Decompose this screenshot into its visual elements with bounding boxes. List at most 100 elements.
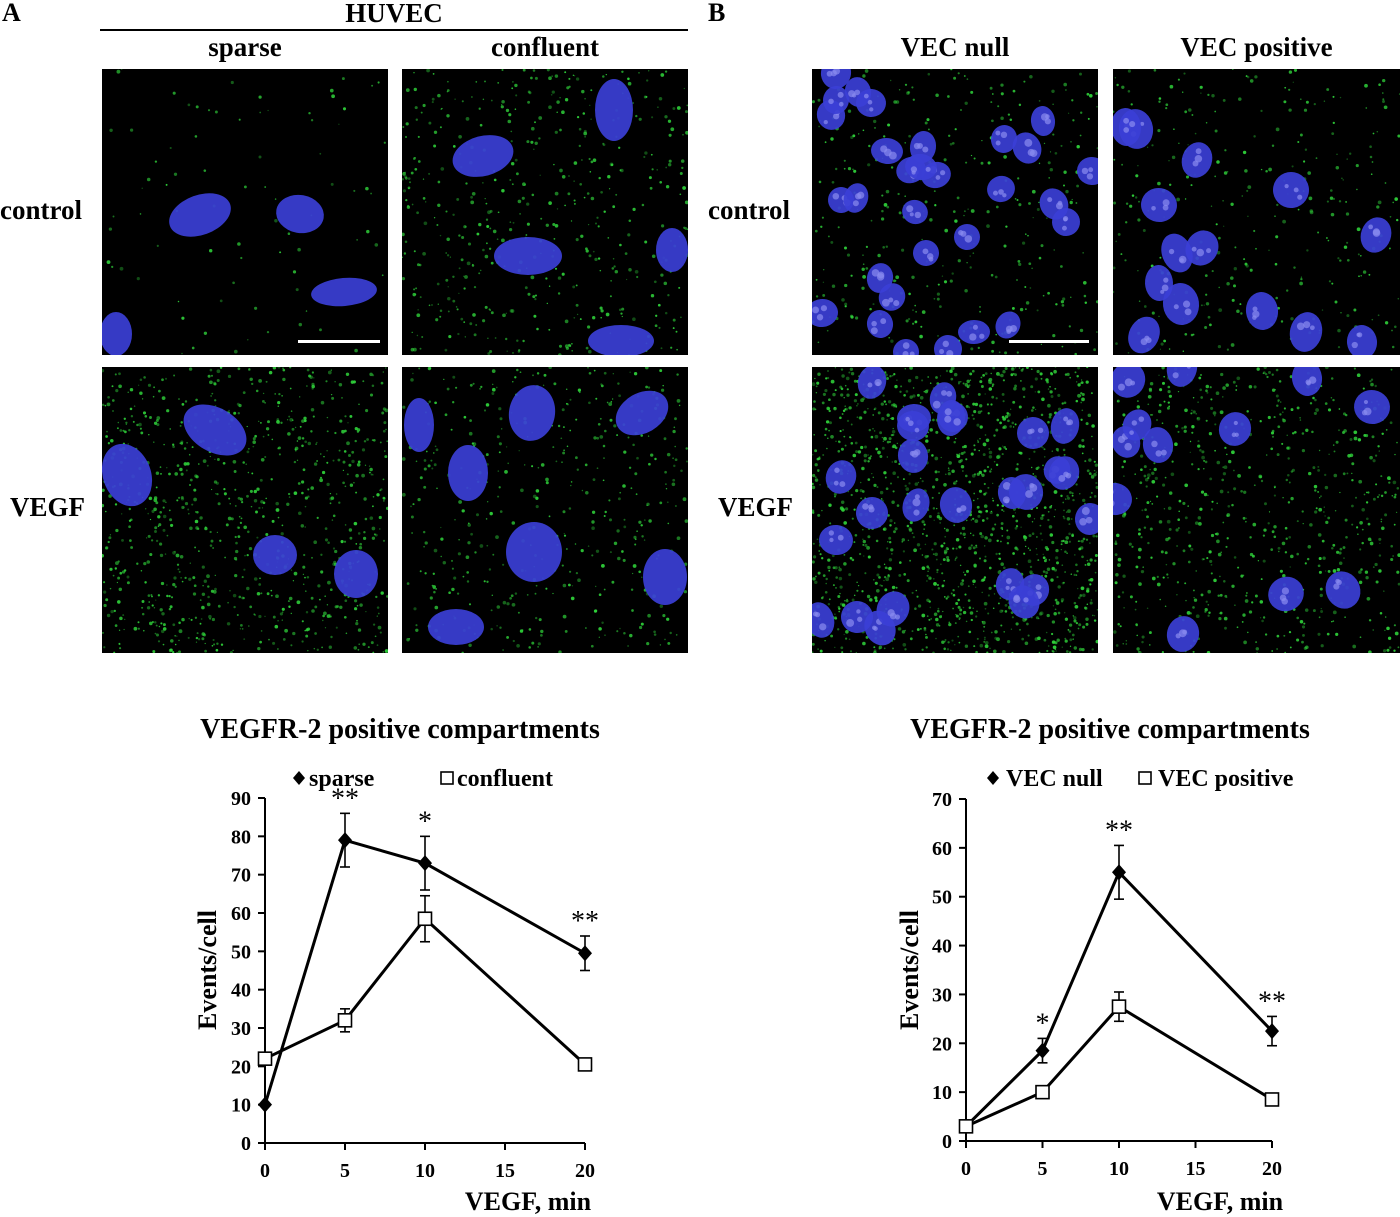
green-puncta: [590, 118, 592, 120]
micrograph-vecpositive-control: [1113, 69, 1400, 355]
green-puncta: [887, 400, 892, 404]
green-puncta: [848, 573, 852, 577]
green-puncta: [254, 306, 258, 310]
row-control-a: control: [0, 195, 82, 225]
green-puncta: [253, 577, 258, 581]
green-puncta: [671, 482, 676, 487]
green-puncta: [542, 384, 545, 387]
green-puncta: [1031, 189, 1036, 194]
green-puncta: [676, 373, 679, 376]
green-puncta: [198, 550, 200, 552]
nucleolus: [887, 609, 895, 617]
green-puncta: [1374, 384, 1377, 388]
green-puncta: [1244, 169, 1248, 173]
nucleolus: [979, 333, 985, 339]
green-puncta: [957, 585, 960, 588]
green-puncta: [891, 429, 896, 434]
green-puncta: [1015, 525, 1019, 528]
green-puncta: [1065, 189, 1069, 194]
green-puncta: [1068, 540, 1071, 543]
green-puncta: [261, 399, 265, 403]
green-puncta: [846, 393, 850, 397]
green-puncta: [1366, 596, 1371, 601]
green-puncta: [948, 134, 951, 137]
green-puncta: [1327, 408, 1332, 412]
green-puncta: [841, 651, 844, 653]
green-puncta: [968, 606, 972, 609]
green-puncta: [1308, 471, 1312, 476]
green-puncta: [1114, 542, 1118, 546]
green-puncta: [1025, 308, 1027, 310]
green-puncta: [843, 562, 847, 566]
green-puncta: [862, 129, 865, 132]
green-puncta: [573, 75, 576, 77]
green-puncta: [636, 456, 639, 460]
green-puncta: [658, 97, 663, 101]
green-puncta: [111, 399, 115, 402]
green-puncta: [1093, 615, 1096, 617]
green-puncta: [572, 285, 576, 289]
green-puncta: [831, 554, 835, 558]
green-puncta: [627, 77, 630, 81]
green-puncta: [872, 428, 874, 430]
green-puncta: [137, 621, 140, 624]
green-puncta: [863, 410, 867, 414]
green-puncta: [169, 428, 171, 430]
green-puncta: [1068, 532, 1071, 536]
nucleus: [812, 602, 835, 638]
green-puncta: [847, 166, 852, 171]
green-puncta: [1066, 495, 1069, 498]
nucleolus: [852, 200, 859, 207]
green-puncta: [814, 408, 817, 411]
green-puncta: [979, 380, 983, 384]
green-puncta: [1066, 517, 1071, 521]
green-puncta: [1039, 372, 1043, 376]
green-puncta: [153, 496, 158, 500]
green-puncta: [143, 561, 147, 566]
green-puncta: [237, 242, 241, 246]
green-puncta: [1070, 296, 1072, 298]
green-puncta: [1208, 611, 1211, 615]
green-puncta: [151, 509, 155, 513]
green-puncta: [199, 599, 202, 601]
green-puncta: [828, 409, 831, 413]
green-puncta: [461, 509, 465, 513]
green-puncta: [1022, 618, 1027, 622]
green-puncta: [437, 93, 441, 98]
green-puncta: [1324, 402, 1328, 405]
green-puncta: [860, 398, 864, 403]
green-puncta: [1225, 545, 1228, 548]
green-puncta: [942, 558, 946, 562]
green-puncta: [266, 330, 270, 334]
green-puncta: [654, 324, 658, 328]
green-puncta: [141, 398, 144, 400]
green-puncta: [406, 638, 410, 642]
green-puncta: [474, 551, 477, 554]
green-puncta: [600, 309, 604, 313]
green-puncta: [843, 397, 845, 399]
green-puncta: [300, 480, 305, 484]
green-puncta: [878, 647, 881, 650]
green-puncta: [534, 141, 538, 145]
green-puncta: [1358, 275, 1360, 278]
green-puncta: [1159, 256, 1162, 259]
green-puncta: [983, 469, 987, 473]
green-puncta: [156, 633, 159, 637]
green-puncta: [932, 485, 935, 489]
green-puncta: [433, 452, 435, 454]
green-puncta: [662, 384, 664, 387]
green-puncta: [924, 121, 928, 125]
green-puncta: [1121, 85, 1125, 89]
green-puncta: [251, 382, 254, 386]
green-puncta: [1050, 372, 1054, 376]
nucleus: [1141, 187, 1177, 223]
green-puncta: [154, 632, 157, 635]
nucleus: [934, 335, 962, 355]
green-puncta: [870, 455, 872, 457]
green-puncta: [680, 159, 685, 163]
green-puncta: [415, 287, 418, 290]
green-puncta: [923, 626, 927, 630]
green-puncta: [980, 376, 983, 379]
green-puncta: [1333, 473, 1338, 478]
green-puncta: [214, 574, 216, 577]
